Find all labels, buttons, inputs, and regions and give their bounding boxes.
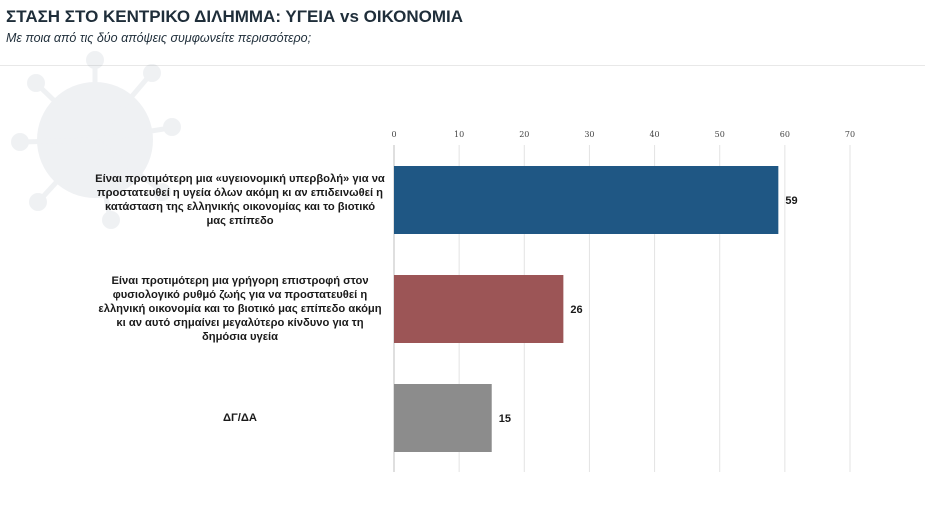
page-subtitle: Με ποια από τις δύο απόψεις συμφωνείτε π…: [6, 31, 312, 45]
x-tick-label: 20: [519, 130, 529, 139]
page-title: ΣΤΑΣΗ ΣΤΟ ΚΕΝΤΡΙΚΟ ΔΙΛΗΜΜΑ: ΥΓΕΙΑ vs ΟΙΚ…: [6, 7, 463, 26]
value-label: 59: [785, 195, 797, 207]
x-tick-label: 30: [584, 130, 594, 139]
x-tick-label: 60: [780, 130, 790, 139]
bar: [394, 275, 564, 343]
x-tick-label: 70: [845, 130, 855, 139]
virus-watermark-icon: [11, 51, 181, 229]
bar: [394, 384, 492, 452]
category-label-dk-na: ΔΓ/ΔΑ: [223, 412, 257, 424]
bar: [394, 166, 779, 234]
value-label: 15: [499, 413, 511, 425]
x-tick-label: 10: [454, 130, 464, 139]
category-label-economy: Είναι προτιμότερη μια γρήγορη επιστροφή …: [98, 275, 382, 343]
header-divider: [0, 65, 925, 66]
value-label: 26: [570, 304, 582, 316]
x-tick-label: 0: [391, 130, 396, 139]
x-tick-label: 40: [649, 130, 659, 139]
category-label-health: Είναι προτιμότερη μια «υγειονομική υπερβ…: [95, 173, 385, 227]
x-tick-label: 50: [715, 130, 725, 139]
